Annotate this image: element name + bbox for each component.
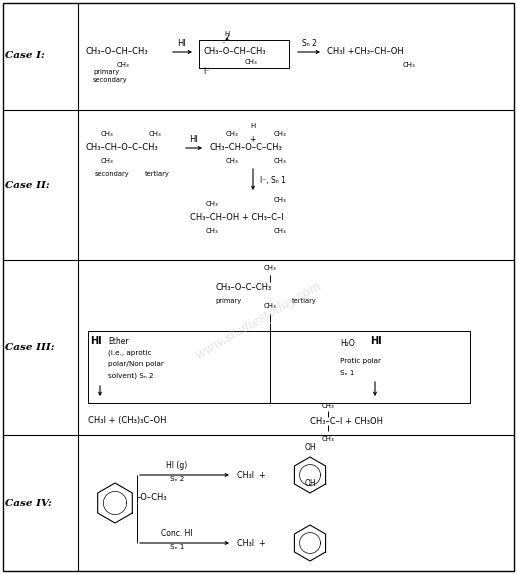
Text: secondary: secondary [95,171,130,177]
Text: CH₃: CH₃ [225,158,238,164]
Text: CH₃–CH–OH + CH₃–C–I: CH₃–CH–OH + CH₃–C–I [190,214,284,223]
Text: CH₃I  +: CH₃I + [237,538,266,548]
Text: CH₃: CH₃ [117,62,129,68]
Text: CH₃I  +: CH₃I + [237,471,266,479]
Text: www.studiestoday.com: www.studiestoday.com [192,278,324,362]
Bar [199,40,289,68]
Text: CH₃: CH₃ [273,131,286,137]
Text: polar/Non polar: polar/Non polar [108,361,164,367]
Text: tertiary: tertiary [292,298,317,304]
Text: CH₃: CH₃ [264,303,277,309]
Text: I⁻: I⁻ [203,68,209,76]
Text: +: + [249,134,255,144]
Text: CH₃: CH₃ [206,228,218,234]
Text: Case II:: Case II: [5,180,50,189]
Text: secondary: secondary [93,77,127,83]
Text: Sₙ 1: Sₙ 1 [340,370,354,376]
Text: CH₃: CH₃ [273,197,286,203]
Text: CH₃: CH₃ [148,131,161,137]
Text: HI: HI [370,336,382,346]
Text: H₂O: H₂O [340,339,355,347]
Text: Case IV:: Case IV: [5,498,52,507]
Text: CH₃–C–I + CH₃OH: CH₃–C–I + CH₃OH [310,417,383,425]
Text: Sₙ 2: Sₙ 2 [301,40,316,48]
Text: Sₙ 1: Sₙ 1 [170,544,184,550]
Text: Case III:: Case III: [5,343,55,351]
Text: Protic polar: Protic polar [340,358,381,364]
Text: CH₃–CH–O–C–CH₃: CH₃–CH–O–C–CH₃ [210,144,283,153]
Text: Conc. HI: Conc. HI [161,529,193,538]
Text: CH₃–CH–O–C–CH₃: CH₃–CH–O–C–CH₃ [85,144,158,153]
Text: CH₃: CH₃ [245,59,257,65]
Text: CH₃: CH₃ [273,228,286,234]
Text: CH₃: CH₃ [101,158,113,164]
Text: ⁻: ⁻ [221,41,225,47]
Text: HI: HI [177,40,187,48]
Text: H: H [250,123,255,129]
Text: CH₃: CH₃ [322,403,334,409]
Text: H: H [224,31,230,37]
Text: CH₃: CH₃ [264,265,277,271]
Text: CH₃–O–CH–CH₃: CH₃–O–CH–CH₃ [203,48,266,56]
Text: CH₃: CH₃ [273,158,286,164]
Text: Case I:: Case I: [5,52,45,60]
Text: CH₃: CH₃ [322,436,334,442]
Text: CH₃I +CH₃–CH–OH: CH₃I +CH₃–CH–OH [327,48,404,56]
Text: primary: primary [215,298,241,304]
Text: solvent) Sₙ 2: solvent) Sₙ 2 [108,373,154,379]
Text: CH₃–O–CH–CH₃: CH₃–O–CH–CH₃ [85,48,148,56]
Text: Ether: Ether [108,336,129,346]
Text: tertiary: tertiary [145,171,170,177]
Text: HI: HI [90,336,102,346]
Text: –O–CH₃: –O–CH₃ [137,494,168,502]
Text: CH₃I + (CH₃)₃C–OH: CH₃I + (CH₃)₃C–OH [88,417,166,425]
Text: CH₃–O–C–CH₃: CH₃–O–C–CH₃ [215,284,271,293]
Text: primary: primary [93,69,119,75]
Text: OH: OH [304,443,316,452]
Bar [88,331,470,403]
Text: HI (g): HI (g) [166,461,188,471]
Text: OH: OH [304,479,316,487]
Text: CH₃: CH₃ [206,201,218,207]
Text: (i.e., aprotic: (i.e., aprotic [108,350,151,356]
Text: Sₙ 2: Sₙ 2 [170,476,184,482]
Text: CH₃: CH₃ [403,62,415,68]
Text: I⁻, Sₙ 1: I⁻, Sₙ 1 [260,176,286,185]
Text: CH₃: CH₃ [101,131,113,137]
Text: HI: HI [190,134,199,144]
Text: CH₃: CH₃ [225,131,238,137]
